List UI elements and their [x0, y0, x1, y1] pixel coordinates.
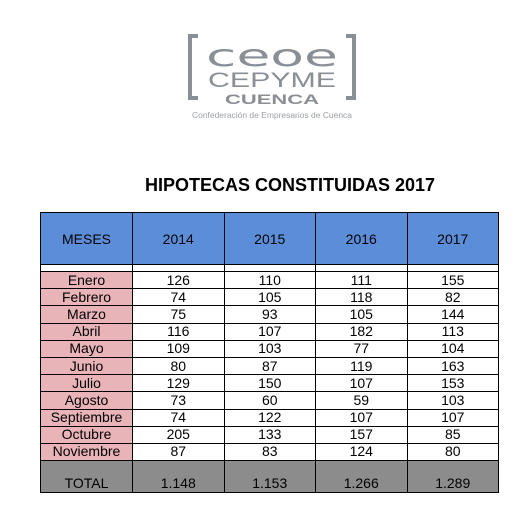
value-cell: 153: [406, 374, 499, 393]
month-cell: Enero: [40, 270, 133, 290]
spacer-row: [40, 264, 499, 272]
value-cell: 182: [315, 322, 408, 341]
value-cell: 80: [406, 442, 499, 462]
value-cell: 111: [315, 270, 408, 290]
month-cell: Julio: [40, 374, 133, 393]
logo-graphic: CEOE CEPYME CUENCA Confederación de Empr…: [188, 34, 356, 120]
table-header-row: MESES 2014 2015 2016 2017: [40, 212, 499, 265]
value-cell: 113: [406, 322, 499, 341]
table-row: Marzo 75 93 105 144: [40, 305, 499, 324]
value-cell: 118: [315, 288, 408, 307]
value-cell: 74: [132, 408, 225, 427]
value-cell: 163: [406, 356, 499, 376]
header-2016: 2016: [315, 212, 408, 265]
value-cell: 129: [132, 374, 225, 393]
value-cell: 107: [315, 408, 408, 427]
table-row: Mayo 109 103 77 104: [40, 339, 499, 358]
value-cell: 93: [223, 305, 316, 324]
value-cell: 77: [315, 339, 408, 358]
value-cell: 107: [406, 408, 499, 427]
header-meses: MESES: [40, 212, 133, 265]
value-cell: 105: [223, 288, 316, 307]
month-cell: Octubre: [40, 425, 133, 444]
total-value: 1.148: [132, 460, 225, 494]
logo-tagline: Confederación de Empresarios de Cuenca: [192, 111, 353, 120]
value-cell: 74: [132, 288, 225, 307]
value-cell: 110: [223, 270, 316, 290]
logo-brand-bottom: CUENCA: [225, 91, 319, 107]
total-label: TOTAL: [40, 460, 133, 494]
month-cell: Septiembre: [40, 408, 133, 427]
value-cell: 205: [132, 425, 225, 444]
value-cell: 82: [406, 288, 499, 307]
value-cell: 83: [223, 442, 316, 462]
logo-bracket-right: [346, 34, 356, 100]
table-row: Agosto 73 60 59 103: [40, 391, 499, 410]
mortgage-table: MESES 2014 2015 2016 2017 Enero 126 110 111…: [40, 212, 499, 494]
table-row: Abril 116 107 182 113: [40, 322, 499, 341]
value-cell: 119: [315, 356, 408, 376]
month-cell: Febrero: [40, 288, 133, 307]
value-cell: 104: [406, 339, 499, 358]
month-cell: Agosto: [40, 391, 133, 410]
value-cell: 87: [132, 442, 225, 462]
header-2014: 2014: [132, 212, 225, 265]
value-cell: 87: [223, 356, 316, 376]
month-cell: Noviembre: [40, 442, 133, 462]
value-cell: 107: [315, 374, 408, 393]
total-value: 1.289: [406, 460, 499, 494]
value-cell: 109: [132, 339, 225, 358]
value-cell: 126: [132, 270, 225, 290]
value-cell: 150: [223, 374, 316, 393]
value-cell: 73: [132, 391, 225, 410]
table-row: Octubre 205 133 157 85: [40, 425, 499, 444]
table-row: Febrero 74 105 118 82: [40, 288, 499, 307]
value-cell: 103: [406, 391, 499, 410]
logo-bracket-left: [188, 34, 198, 100]
total-value: 1.266: [315, 460, 408, 494]
value-cell: 60: [223, 391, 316, 410]
value-cell: 107: [223, 322, 316, 341]
month-cell: Mayo: [40, 339, 133, 358]
header-2017: 2017: [406, 212, 499, 265]
table-row: Junio 80 87 119 163: [40, 356, 499, 376]
logo-brand-top: CEOE: [206, 39, 338, 74]
value-cell: 133: [223, 425, 316, 444]
value-cell: 144: [406, 305, 499, 324]
value-cell: 105: [315, 305, 408, 324]
header-2015: 2015: [223, 212, 316, 265]
total-value: 1.153: [223, 460, 316, 494]
ceoe-cepyme-logo: CEOE CEPYME CUENCA Confederación de Empr…: [188, 32, 358, 122]
total-row: TOTAL 1.148 1.153 1.266 1.289: [40, 460, 499, 494]
month-cell: Marzo: [40, 305, 133, 324]
table-row: Noviembre 87 83 124 80: [40, 442, 499, 462]
value-cell: 75: [132, 305, 225, 324]
value-cell: 59: [315, 391, 408, 410]
month-cell: Junio: [40, 356, 133, 376]
table-row: Julio 129 150 107 153: [40, 374, 499, 393]
page-title: HIPOTECAS CONSTITUIDAS 2017: [144, 175, 436, 195]
value-cell: 85: [406, 425, 499, 444]
month-cell: Abril: [40, 322, 133, 341]
value-cell: 122: [223, 408, 316, 427]
value-cell: 103: [223, 339, 316, 358]
value-cell: 124: [315, 442, 408, 462]
table-row: Septiembre 74 122 107 107: [40, 408, 499, 427]
table-row: Enero 126 110 111 155: [40, 270, 499, 290]
value-cell: 116: [132, 322, 225, 341]
value-cell: 157: [315, 425, 408, 444]
value-cell: 155: [406, 270, 499, 290]
logo-brand-mid: CEPYME: [208, 69, 336, 92]
value-cell: 80: [132, 356, 225, 376]
